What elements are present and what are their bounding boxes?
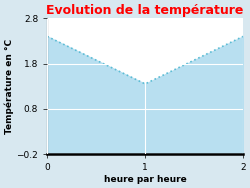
Title: Evolution de la température: Evolution de la température <box>46 4 244 17</box>
Y-axis label: Température en °C: Température en °C <box>4 39 14 134</box>
X-axis label: heure par heure: heure par heure <box>104 175 186 184</box>
